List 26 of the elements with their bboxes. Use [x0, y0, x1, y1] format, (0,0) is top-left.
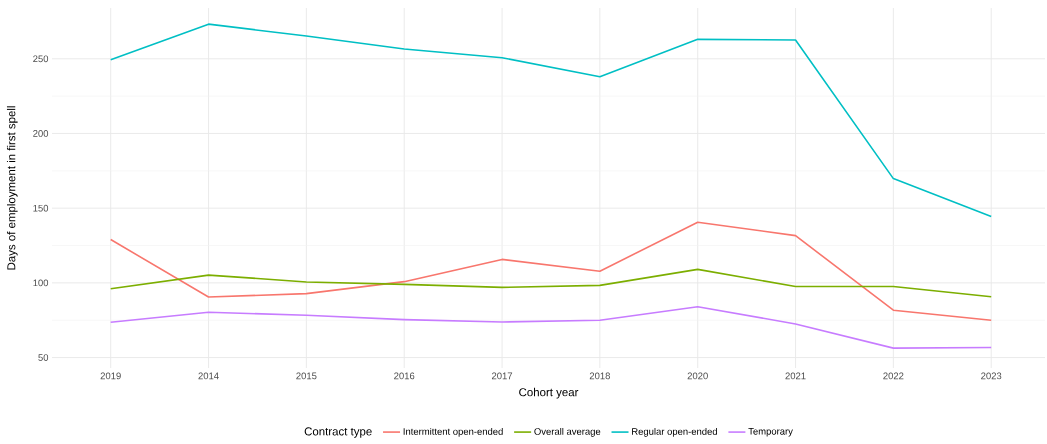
- x-tick-label: 2019: [100, 372, 121, 380]
- x-axis-title: Cohort year: [519, 387, 579, 399]
- x-tick-label: 2015: [296, 372, 317, 380]
- legend-label: Overall average: [534, 427, 601, 437]
- line-series: [109, 23, 992, 218]
- x-tick-label: 2020: [687, 372, 708, 380]
- legend-label: Intermittent open-ended: [403, 427, 503, 437]
- x-tick-label: 2023: [981, 372, 1002, 380]
- x-tick-label: 2022: [883, 372, 904, 380]
- line-series: [109, 305, 992, 349]
- y-tick-label: 200: [33, 130, 49, 137]
- y-tick-label: 150: [33, 204, 49, 212]
- legend-label: Regular open-ended: [632, 427, 717, 437]
- line-series: [109, 268, 992, 298]
- x-tick-label: 2016: [394, 372, 415, 380]
- y-axis-title: Days of employment in first spell: [6, 106, 18, 270]
- legend-title: Contract type: [304, 427, 372, 438]
- x-tick-label: 2014: [198, 372, 219, 380]
- x-tick-label: 2017: [491, 372, 513, 380]
- x-tick-label: 2021: [785, 372, 806, 380]
- x-tick-label: 2018: [589, 372, 610, 380]
- legend-label: Temporary: [748, 428, 793, 437]
- y-tick-label: 250: [33, 55, 49, 63]
- y-tick-label: 50: [38, 354, 49, 361]
- y-tick-label: 100: [33, 279, 49, 287]
- line-series: [109, 221, 992, 321]
